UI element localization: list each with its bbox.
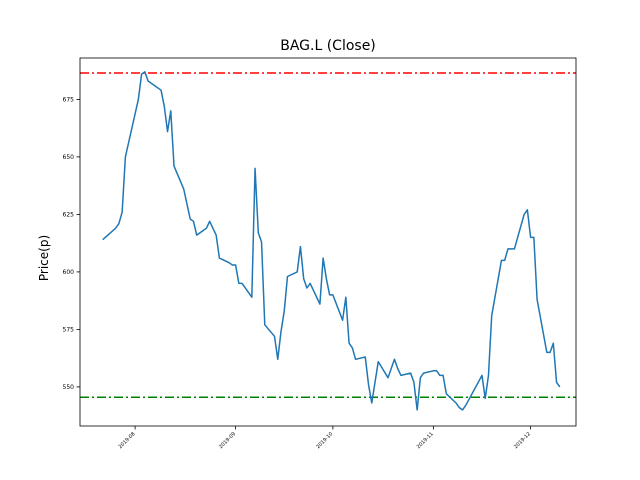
series-group [102, 71, 561, 411]
y-tick-label: 625 [63, 211, 75, 218]
y-tick-label: 575 [63, 326, 75, 333]
x-tick-label: 2019-09 [218, 431, 237, 450]
reference-lines [80, 72, 576, 398]
x-tick-label: 2019-11 [416, 431, 435, 450]
y-axis-ticks: 550 575 600 625 650 675 [63, 96, 80, 391]
chart-title: BAG.L (Close) [280, 38, 376, 54]
x-tick-label: 2019-12 [513, 431, 532, 450]
x-tick-label: 2019-08 [117, 431, 136, 450]
y-tick-label: 650 [63, 154, 75, 161]
x-axis-ticks: 2019-08 2019-09 2019-10 2019-11 2019-12 [117, 426, 532, 450]
x-tick-label: 2019-10 [315, 431, 334, 450]
plot-area-frame [79, 57, 577, 427]
y-tick-label: 550 [63, 384, 75, 391]
y-tick-label: 600 [63, 269, 75, 276]
y-tick-label: 675 [63, 96, 75, 103]
y-axis-label: Price(p) [37, 235, 51, 281]
series-line-1 [102, 71, 561, 411]
